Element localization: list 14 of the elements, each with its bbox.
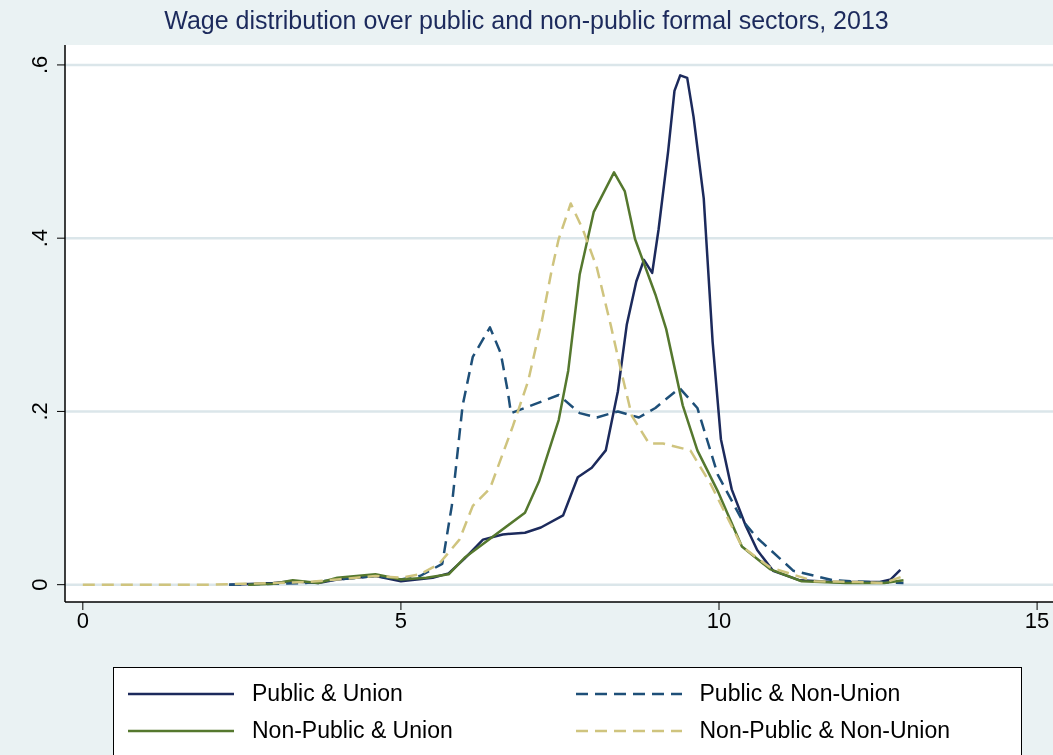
chart-title: Wage distribution over public and non-public formal sectors, 2013 xyxy=(163,6,890,35)
y-tick-label: .4 xyxy=(27,228,52,248)
legend-label: Non-Public & Union xyxy=(252,717,453,744)
x-tick-label: 15 xyxy=(1024,607,1050,633)
line-series xyxy=(227,326,905,586)
y-tick-label: .6 xyxy=(27,55,52,75)
legend-label: Public & Union xyxy=(252,680,403,707)
x-tick-label: 0 xyxy=(76,607,89,633)
x-tick-label: 5 xyxy=(394,607,408,633)
legend-label: Public & Non-Union xyxy=(699,680,901,707)
y-tick-label: .2 xyxy=(27,402,52,421)
x-tick-label: 10 xyxy=(706,607,732,633)
y-tick-label: 0 xyxy=(27,578,52,591)
legend-label: Non-Public & Non-Union xyxy=(699,717,951,744)
